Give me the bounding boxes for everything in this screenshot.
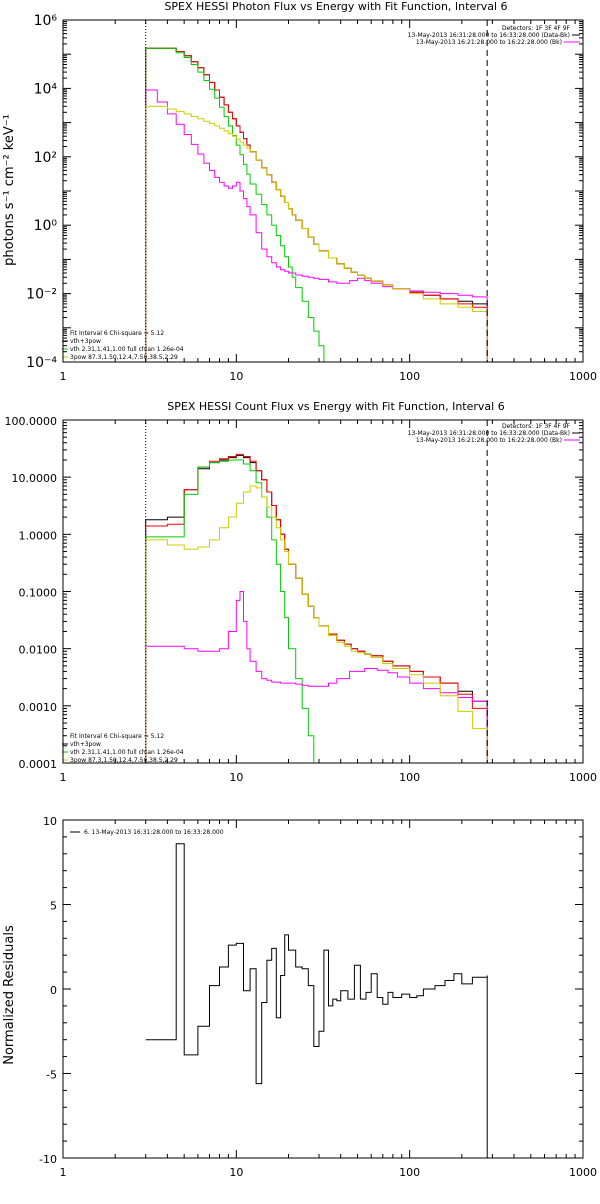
legend-topright: Detectors: 1F 3F 4F 9F 13-May-2013 16:31… [408, 25, 580, 46]
series-group [145, 843, 488, 1158]
x-tick-label: 100 [399, 771, 420, 784]
y-tick-label: 10² [34, 150, 57, 166]
legend-entry: vth 2.31,1.41,1.00 full chian 1.26e-04 [70, 346, 184, 353]
legend-entry: Detectors: 1F 3F 4F 9F [502, 423, 571, 430]
x-tick-label: 1000 [569, 1166, 597, 1179]
y-tick-label: 10⁻⁴ [26, 355, 57, 371]
x-tick-label: 10 [229, 370, 243, 383]
legend-entry: vth 2.31,1.41,1.00 full chian 1.26e-04 [70, 749, 184, 756]
y-tick-label: 0.1000 [19, 587, 58, 600]
x-tick-label: 100 [399, 1166, 420, 1179]
series-line-4 [145, 485, 488, 763]
series-line-3 [145, 591, 488, 763]
legend-entry: Detectors: 1F 3F 4F 9F [502, 25, 571, 32]
y-tick-label: 10⁴ [34, 81, 58, 97]
legend-entry: 13-May-2013 16:21:28.000 to 16:22:28.000… [416, 39, 562, 46]
x-tick-label: 100 [399, 370, 420, 383]
y-tick-label: -10 [39, 1153, 57, 1166]
x-tick-label: 1 [60, 771, 67, 784]
legend-entry: vth+3pow [70, 741, 101, 748]
series-group [145, 47, 488, 362]
y-tick-label: 0 [50, 984, 57, 997]
legend-entry: 13-May-2013 16:31:28.000 to 16:33:28.000… [408, 32, 570, 39]
legend-topleft: 6. 13-May-2013 16:31:28.000 to 16:33:28.… [70, 829, 224, 836]
count-flux-panel: SPEX HESSI Count Flux vs Energy with Fit… [5, 400, 598, 784]
x-tick-label: 10 [229, 1166, 243, 1179]
legend-entry: Fit Interval 6 Chi-square = 5.12 [70, 330, 164, 337]
y-tick-label: 10 [43, 815, 57, 828]
x-tick-label: 10 [229, 771, 243, 784]
legend-entry: 13-May-2013 16:31:28.000 to 16:33:28.000… [408, 430, 570, 437]
y-tick-label: 10⁻² [26, 287, 57, 303]
y-tick-label: 10⁰ [34, 218, 58, 234]
series-line-0 [145, 843, 488, 1158]
x-tick-label: 1000 [569, 771, 597, 784]
series-line-2 [145, 47, 329, 362]
legend-entry: 3pow 87.3,1.50,12.4,7.50,38.5,2.29 [70, 757, 178, 764]
legend-topright: Detectors: 1F 3F 4F 9F 13-May-2013 16:31… [408, 423, 580, 444]
y-tick-label: 5 [50, 900, 57, 913]
series-line-4 [145, 105, 488, 362]
y-tick-label: -5 [46, 1069, 57, 1082]
panel-title: SPEX HESSI Count Flux vs Energy with Fit… [167, 400, 504, 413]
x-tick-label: 1 [60, 370, 67, 383]
y-tick-label: 1.0000 [19, 529, 58, 542]
y-tick-label: 10.0000 [12, 472, 58, 485]
y-tick-label: 0.0010 [19, 701, 58, 714]
series-group [145, 453, 488, 763]
residuals-panel: Normalized Residuals 6. 13-May-2013 16:3… [2, 815, 597, 1179]
y-tick-label: 0.0001 [19, 758, 58, 771]
y-tick-label: 0.0100 [19, 644, 58, 657]
legend-entry: 13-May-2013 16:21:28.000 to 16:22:28.000… [416, 437, 562, 444]
panel-title: SPEX HESSI Photon Flux vs Energy with Fi… [164, 0, 507, 13]
photon-flux-panel: SPEX HESSI Photon Flux vs Energy with Fi… [2, 0, 597, 383]
y-tick-label: 100.0000 [5, 415, 58, 428]
y-axis-label: Normalized Residuals [2, 925, 17, 1065]
legend-entry: Fit Interval 6 Chi-square = 5.12 [70, 733, 164, 740]
legend-entry: 6. 13-May-2013 16:31:28.000 to 16:33:28.… [84, 829, 224, 836]
y-tick-label: 10⁶ [34, 13, 58, 29]
legend-entry: vth+3pow [70, 338, 101, 345]
x-tick-label: 1000 [569, 370, 597, 383]
y-axis-label: photons s⁻¹ cm⁻² keV⁻¹ [2, 114, 17, 266]
legend-entry: 3pow 87.3,1.50,12.4,7.50,38.5,2.29 [70, 354, 178, 361]
x-tick-label: 1 [60, 1166, 67, 1179]
series-line-3 [145, 89, 488, 362]
